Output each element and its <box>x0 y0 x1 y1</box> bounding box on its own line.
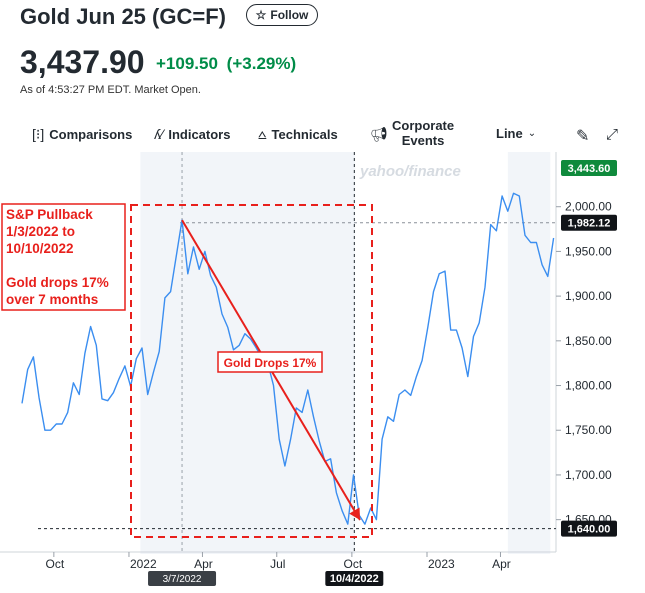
price-line <box>21 192 555 525</box>
arrow-label: Gold Drops 17% <box>224 356 317 370</box>
indicators-label: Indicators <box>168 126 231 142</box>
crosshair-date-badge <box>325 571 384 586</box>
price-marker-label: 1,640.00 <box>568 524 611 536</box>
price-marker-badge <box>561 214 617 231</box>
indicators-button[interactable]: ʎ⁄ Indicators <box>154 126 230 142</box>
technicals-button[interactable]: ⩟ Technicals <box>258 126 338 143</box>
crosshair-date-label: 3/7/2022 <box>163 574 202 585</box>
watermark: yahoo/finance <box>359 163 461 180</box>
callout-text: Gold drops 17% <box>6 275 109 290</box>
price-marker-label: 3,443.60 <box>568 163 611 175</box>
line-type-label: Line <box>496 126 523 141</box>
corporate-events-label: Corporate Events <box>392 118 454 148</box>
arrow-label-box <box>217 351 323 373</box>
change-value: +109.50 <box>156 54 218 73</box>
callout-text: 10/10/2022 <box>6 241 74 256</box>
follow-label: Follow <box>270 8 309 22</box>
crosshair-date-badge <box>148 571 217 586</box>
page-title: Gold Jun 25 (GC=F) <box>20 4 226 29</box>
y-tick-label: 1,750.00 <box>565 423 612 437</box>
y-tick-label: 1,850.00 <box>565 334 612 348</box>
price-marker-label: 1,982.12 <box>568 218 611 230</box>
expand-icon: ⤢ <box>606 126 619 143</box>
comparisons-icon: [⁝] <box>32 126 45 142</box>
callout-text: over 7 months <box>6 292 98 307</box>
draw-button[interactable]: ✎ <box>576 126 589 146</box>
callout-text: S&P Pullback <box>6 207 93 222</box>
y-tick-label: 1,800.00 <box>565 379 612 393</box>
callout-box <box>1 203 126 311</box>
price-marker-badge <box>561 160 617 176</box>
price-chart[interactable]: yahoo/finance 2,000.00 1,950.00 1,900.00 1,8… <box>0 150 645 593</box>
x-tick-label: Jul <box>270 557 285 571</box>
x-tick-label: Apr <box>194 557 213 571</box>
megaphone-icon: 📢︎ <box>370 126 388 142</box>
expand-button[interactable]: ⤢ <box>606 126 618 143</box>
y-tick-label: 2,000.00 <box>565 200 612 214</box>
corporate-events-button[interactable]: 📢︎ <box>370 126 388 143</box>
x-tick-label: Oct <box>344 557 363 571</box>
period-band <box>507 152 551 554</box>
price-change: +109.50 (+3.29%) <box>156 54 296 74</box>
x-tick-label: Apr <box>492 557 511 571</box>
y-tick-label: 1,950.00 <box>565 244 612 258</box>
technicals-icon: ⩟ <box>258 126 267 142</box>
x-tick-label: 2023 <box>428 557 455 571</box>
comparisons-label: Comparisons <box>49 127 133 142</box>
crosshair-date-label: 10/4/2022 <box>330 573 379 585</box>
pencil-icon: ✎ <box>576 128 590 145</box>
price-marker-badge <box>561 520 617 537</box>
annotation-box <box>130 204 373 538</box>
technicals-label: Technicals <box>271 127 338 142</box>
change-percent: (+3.29%) <box>226 54 297 73</box>
x-tick-label: Oct <box>46 557 65 571</box>
chart-toolbar: [⁝] Comparisons ʎ⁄ Indicators ⩟ Technica… <box>0 118 645 154</box>
x-tick-label: 2022 <box>130 557 157 571</box>
y-tick-label: 1,700.00 <box>565 468 612 482</box>
follow-button[interactable]: ☆ Follow <box>246 4 318 26</box>
y-tick-label: 1,900.00 <box>565 289 612 303</box>
corporate-label-line1: Corporate <box>392 118 455 133</box>
indicators-icon: ʎ⁄ <box>154 126 164 142</box>
as-of-timestamp: As of 4:53:27 PM EDT. Market Open. <box>20 84 201 96</box>
chevron-down-icon: ⌄ <box>527 128 537 139</box>
line-type-dropdown[interactable]: Line ⌄ <box>496 126 536 141</box>
corporate-label-line2: Events <box>401 133 445 148</box>
current-price: 3,437.90 <box>20 44 145 80</box>
star-icon: ☆ <box>255 8 267 22</box>
callout-text: 1/3/2022 to <box>6 224 75 239</box>
comparisons-button[interactable]: [⁝] Comparisons <box>32 126 132 143</box>
arrow-head-icon <box>349 507 360 520</box>
